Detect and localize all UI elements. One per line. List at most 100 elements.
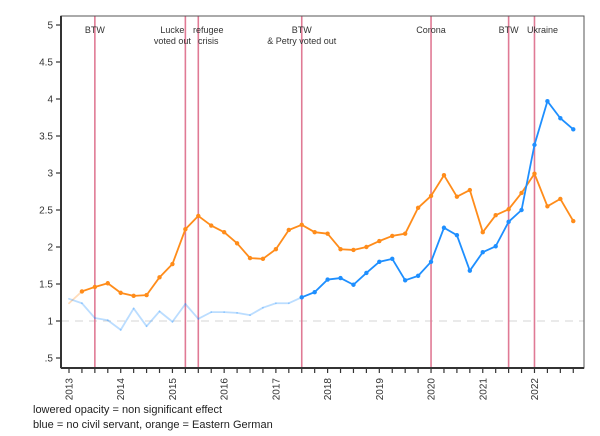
eastern-german-segment bbox=[210, 224, 226, 234]
eastern-german-segment bbox=[533, 172, 549, 208]
no-civil-servant-segment bbox=[68, 297, 83, 305]
eastern-german-point bbox=[571, 218, 576, 224]
no-civil-servant-segment bbox=[494, 220, 510, 248]
y-tick-label: 4 bbox=[47, 95, 53, 106]
eastern-german-point bbox=[299, 222, 304, 227]
eastern-german-segment bbox=[145, 276, 161, 297]
no-civil-servant-segment bbox=[378, 257, 394, 263]
eastern-german-point bbox=[247, 255, 253, 261]
no-civil-servant-point bbox=[364, 270, 369, 276]
no-civil-servant-segment bbox=[197, 311, 213, 320]
x-tick-label: 2016 bbox=[220, 378, 231, 400]
no-civil-servant-segment bbox=[520, 143, 536, 211]
eastern-german-segment bbox=[559, 197, 575, 223]
eastern-german-point bbox=[105, 281, 110, 286]
no-civil-servant-segment bbox=[300, 291, 316, 299]
eastern-german-segment bbox=[158, 263, 174, 279]
no-civil-servant-segment bbox=[339, 277, 355, 286]
eastern-german-segment bbox=[197, 215, 213, 227]
event-label: voted out bbox=[154, 36, 192, 46]
eastern-german-segment bbox=[326, 232, 342, 251]
eastern-german-segment bbox=[520, 172, 536, 194]
eastern-german-segment bbox=[417, 195, 432, 209]
eastern-german-point bbox=[144, 292, 149, 298]
x-tick-label: 2019 bbox=[375, 378, 386, 400]
eastern-german-point bbox=[480, 230, 485, 235]
eastern-german-segment bbox=[93, 282, 109, 288]
eastern-german-point bbox=[467, 187, 473, 193]
no-civil-servant-point bbox=[402, 278, 408, 283]
eastern-german-segment bbox=[443, 174, 458, 198]
x-tick-label: 2020 bbox=[427, 378, 438, 400]
event-label: Lucke bbox=[160, 25, 184, 35]
event-label: crisis bbox=[198, 36, 219, 46]
x-tick-label: 2018 bbox=[323, 378, 334, 400]
eastern-german-point bbox=[312, 230, 317, 235]
x-tick-label: 2014 bbox=[116, 378, 127, 400]
eastern-german-point bbox=[118, 290, 123, 296]
y-tick-label: .5 bbox=[45, 354, 54, 365]
no-civil-servant-segment bbox=[145, 310, 161, 328]
event-label: BTW bbox=[292, 25, 313, 35]
no-civil-servant-point bbox=[390, 256, 395, 262]
eastern-german-segment bbox=[481, 214, 497, 234]
no-civil-servant-segment bbox=[455, 234, 471, 272]
eastern-german-segment bbox=[378, 234, 394, 242]
no-civil-servant-segment bbox=[93, 317, 109, 322]
eastern-german-point bbox=[351, 247, 356, 253]
no-civil-servant-point bbox=[428, 259, 434, 264]
no-civil-servant-segment bbox=[507, 209, 523, 223]
eastern-german-point bbox=[221, 230, 227, 235]
y-tick-label: 5 bbox=[47, 21, 53, 32]
no-civil-servant-segment bbox=[223, 311, 238, 314]
eastern-german-segment bbox=[236, 242, 251, 260]
no-civil-servant-segment bbox=[352, 271, 368, 286]
y-tick-label: 3 bbox=[47, 169, 53, 180]
eastern-german-segment bbox=[455, 189, 471, 198]
eastern-german-point bbox=[402, 231, 408, 236]
no-civil-servant-point bbox=[351, 282, 356, 287]
no-civil-servant-segment bbox=[119, 307, 135, 331]
eastern-german-point bbox=[273, 247, 279, 252]
no-civil-servant-segment bbox=[106, 319, 122, 331]
no-civil-servant-segment bbox=[417, 260, 432, 277]
eastern-german-point bbox=[234, 241, 240, 246]
no-civil-servant-point bbox=[415, 273, 421, 279]
no-civil-servant-segment bbox=[546, 100, 562, 120]
no-civil-servant-point bbox=[558, 116, 563, 121]
eastern-german-segment bbox=[223, 231, 238, 245]
eastern-german-segment bbox=[184, 215, 200, 231]
no-civil-servant-point bbox=[532, 142, 537, 148]
eastern-german-point bbox=[519, 190, 524, 196]
y-tick-label: 3.5 bbox=[39, 132, 53, 143]
eastern-german-segment bbox=[300, 223, 316, 234]
no-civil-servant-point bbox=[519, 207, 524, 213]
event-label: BTW bbox=[85, 25, 106, 35]
no-civil-servant-segment bbox=[481, 245, 497, 254]
eastern-german-point bbox=[390, 233, 395, 239]
eastern-german-segment bbox=[171, 228, 187, 265]
x-tick-label: 2015 bbox=[168, 378, 179, 400]
no-civil-servant-point bbox=[325, 277, 330, 282]
no-civil-servant-point bbox=[493, 244, 498, 249]
no-civil-servant-segment bbox=[158, 310, 174, 323]
eastern-german-segment bbox=[262, 248, 277, 260]
y-tick-label: 2.5 bbox=[39, 206, 53, 217]
no-civil-servant-segment bbox=[236, 311, 251, 316]
eastern-german-segment bbox=[404, 206, 420, 235]
no-civil-servant-segment bbox=[287, 296, 303, 305]
no-civil-servant-point bbox=[467, 268, 473, 273]
no-civil-servant-point bbox=[545, 99, 550, 104]
eastern-german-point bbox=[183, 227, 188, 232]
no-civil-servant-point bbox=[312, 289, 317, 295]
eastern-german-point bbox=[338, 247, 343, 252]
eastern-german-point bbox=[545, 204, 550, 209]
eastern-german-point bbox=[260, 256, 266, 262]
no-civil-servant-segment bbox=[249, 306, 264, 316]
eastern-german-point bbox=[428, 193, 434, 199]
no-civil-servant-segment bbox=[443, 226, 458, 237]
eastern-german-segment bbox=[119, 291, 135, 297]
eastern-german-segment bbox=[68, 290, 83, 305]
event-label: refugee bbox=[193, 25, 224, 35]
no-civil-servant-point bbox=[506, 219, 511, 225]
